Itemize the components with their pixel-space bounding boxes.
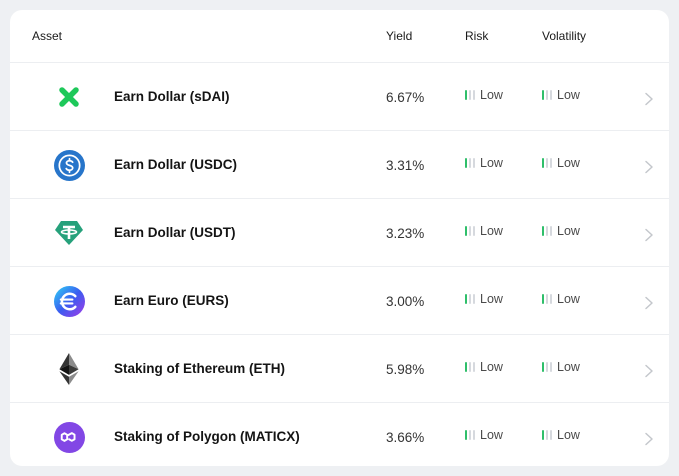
asset-name: Earn Dollar (USDC) xyxy=(114,157,238,172)
volatility-indicator: Low xyxy=(542,360,580,374)
risk-label: Low xyxy=(480,428,503,442)
assets-table: Asset Yield Risk Volatility Earn Dollar … xyxy=(10,10,669,466)
asset-name: Staking of Polygon (MATICX) xyxy=(114,429,300,444)
table-row[interactable]: Earn Dollar (USDC) 3.31% Low Low xyxy=(10,131,669,199)
risk-level-bars-icon xyxy=(465,158,475,168)
risk-label: Low xyxy=(480,88,503,102)
volatility-label: Low xyxy=(557,360,580,374)
volatility-indicator: Low xyxy=(542,292,580,306)
table-row[interactable]: Earn Dollar (sDAI) 6.67% Low Low xyxy=(10,63,669,131)
asset-name: Earn Dollar (USDT) xyxy=(114,225,236,240)
risk-label: Low xyxy=(480,224,503,238)
eurs-euro-icon xyxy=(53,285,85,317)
chevron-right-icon[interactable] xyxy=(643,228,655,242)
column-header-yield: Yield xyxy=(386,29,413,43)
table-header: Asset Yield Risk Volatility xyxy=(10,10,669,63)
chevron-right-icon[interactable] xyxy=(643,92,655,106)
ethereum-icon xyxy=(53,353,85,385)
volatility-level-bars-icon xyxy=(542,294,552,304)
table-row[interactable]: Staking of Ethereum (ETH) 5.98% Low Low xyxy=(10,335,669,403)
asset-yield: 3.31% xyxy=(386,158,425,173)
usdt-tether-icon xyxy=(53,217,85,249)
column-header-asset: Asset xyxy=(32,29,63,43)
risk-level-bars-icon xyxy=(465,90,475,100)
polygon-icon xyxy=(53,421,85,453)
volatility-level-bars-icon xyxy=(542,362,552,372)
chevron-right-icon[interactable] xyxy=(643,432,655,446)
column-header-risk: Risk xyxy=(465,29,489,43)
risk-level-bars-icon xyxy=(465,430,475,440)
table-row[interactable]: Earn Euro (EURS) 3.00% Low Low xyxy=(10,267,669,335)
risk-label: Low xyxy=(480,156,503,170)
risk-level-bars-icon xyxy=(465,226,475,236)
asset-yield: 5.98% xyxy=(386,362,425,377)
table-row[interactable]: Earn Dollar (USDT) 3.23% Low Low xyxy=(10,199,669,267)
volatility-label: Low xyxy=(557,88,580,102)
volatility-label: Low xyxy=(557,156,580,170)
risk-indicator: Low xyxy=(465,88,503,102)
risk-level-bars-icon xyxy=(465,294,475,304)
risk-label: Low xyxy=(480,292,503,306)
volatility-level-bars-icon xyxy=(542,430,552,440)
asset-yield: 3.23% xyxy=(386,226,425,241)
volatility-indicator: Low xyxy=(542,224,580,238)
risk-label: Low xyxy=(480,360,503,374)
chevron-right-icon[interactable] xyxy=(643,364,655,378)
volatility-label: Low xyxy=(557,428,580,442)
volatility-label: Low xyxy=(557,292,580,306)
volatility-level-bars-icon xyxy=(542,158,552,168)
asset-name: Earn Dollar (sDAI) xyxy=(114,89,230,104)
risk-indicator: Low xyxy=(465,292,503,306)
column-header-volatility: Volatility xyxy=(542,29,587,43)
volatility-level-bars-icon xyxy=(542,226,552,236)
risk-indicator: Low xyxy=(465,224,503,238)
risk-indicator: Low xyxy=(465,360,503,374)
asset-yield: 3.66% xyxy=(386,430,425,445)
chevron-right-icon[interactable] xyxy=(643,296,655,310)
usdc-coin-icon xyxy=(53,149,85,181)
asset-name: Staking of Ethereum (ETH) xyxy=(114,361,286,376)
volatility-indicator: Low xyxy=(542,156,580,170)
chevron-right-icon[interactable] xyxy=(643,160,655,174)
volatility-level-bars-icon xyxy=(542,90,552,100)
volatility-indicator: Low xyxy=(542,88,580,102)
volatility-indicator: Low xyxy=(542,428,580,442)
asset-name: Earn Euro (EURS) xyxy=(114,293,229,308)
asset-yield: 6.67% xyxy=(386,90,425,105)
asset-yield: 3.00% xyxy=(386,294,425,309)
risk-level-bars-icon xyxy=(465,362,475,372)
volatility-label: Low xyxy=(557,224,580,238)
risk-indicator: Low xyxy=(465,156,503,170)
sdai-cross-icon xyxy=(53,81,85,113)
table-row[interactable]: Staking of Polygon (MATICX) 3.66% Low Lo… xyxy=(10,403,669,466)
risk-indicator: Low xyxy=(465,428,503,442)
